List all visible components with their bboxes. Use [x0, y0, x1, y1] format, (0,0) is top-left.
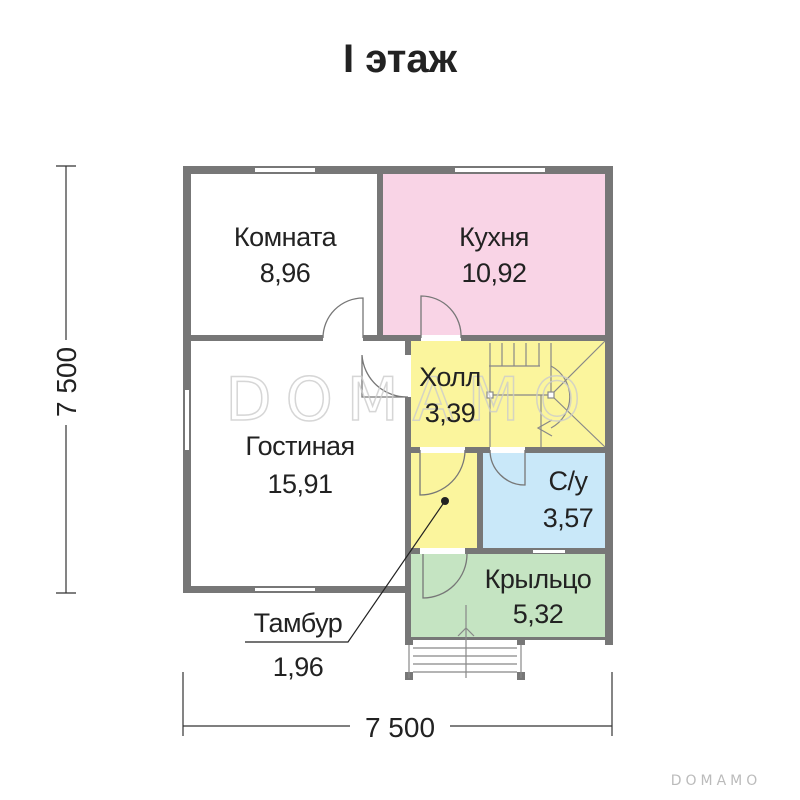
room-area: 10,92 [461, 258, 526, 288]
room-name: Холл [419, 362, 481, 392]
room-name: Кухня [459, 222, 529, 252]
staircase [408, 340, 606, 678]
windows [185, 168, 565, 591]
room-area: 5,32 [513, 599, 564, 629]
room-kitchen-fill [383, 174, 605, 335]
corner-watermark: DOMAMO [671, 773, 762, 789]
watermark: DOMAMO [225, 365, 594, 435]
plan-title: I этаж [343, 37, 458, 81]
dimension-vertical: 7 500 [51, 347, 82, 417]
room-wc-fill [483, 453, 605, 548]
room-area: 1,96 [273, 652, 324, 682]
door-swings [322, 295, 526, 599]
room-hall-fill [411, 341, 605, 447]
room-name: Гостиная [245, 431, 354, 461]
room-area: 3,39 [425, 398, 476, 428]
dimension-horizontal: 7 500 [365, 712, 435, 743]
room-name: Комната [234, 222, 338, 252]
room-name: С/у [549, 466, 589, 496]
room-area: 8,96 [260, 258, 311, 288]
room-name: Крыльцо [485, 564, 592, 594]
room-labels: Комната 8,96 Кухня 10,92 Холл 3,39 Гости… [234, 222, 594, 682]
dimension-lines [56, 165, 613, 736]
room-name: Тамбур [254, 608, 343, 638]
room-area: 15,91 [267, 469, 332, 499]
room-porch-fill [411, 554, 605, 637]
room-area: 3,57 [543, 503, 594, 533]
tambur-leader [245, 497, 449, 643]
